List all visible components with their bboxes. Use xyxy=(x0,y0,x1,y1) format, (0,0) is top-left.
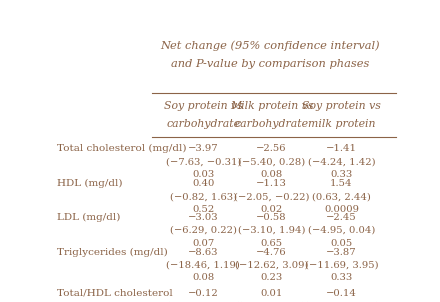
Text: −0.58: −0.58 xyxy=(256,213,287,222)
Text: 0.65: 0.65 xyxy=(260,239,282,248)
Text: 0.07: 0.07 xyxy=(192,239,214,248)
Text: (−12.62, 3.09): (−12.62, 3.09) xyxy=(235,261,308,270)
Text: −2.56: −2.56 xyxy=(256,144,287,153)
Text: milk protein: milk protein xyxy=(308,119,375,129)
Text: −3.03: −3.03 xyxy=(188,213,219,222)
Text: 1.54: 1.54 xyxy=(330,179,353,188)
Text: −0.12: −0.12 xyxy=(188,288,219,297)
Text: (−11.69, 3.95): (−11.69, 3.95) xyxy=(304,261,378,270)
Text: 0.23: 0.23 xyxy=(260,273,282,282)
Text: (−18.46, 1.19): (−18.46, 1.19) xyxy=(166,261,240,270)
Text: (−2.05, −0.22): (−2.05, −0.22) xyxy=(234,192,309,201)
Text: carbohydrate: carbohydrate xyxy=(166,119,240,129)
Text: (0.63, 2.44): (0.63, 2.44) xyxy=(312,192,371,201)
Text: (−0.07, 0.10): (−0.07, 0.10) xyxy=(238,301,305,302)
Text: −3.97: −3.97 xyxy=(188,144,219,153)
Text: −8.63: −8.63 xyxy=(188,248,219,257)
Text: Net change (95% confidence interval): Net change (95% confidence interval) xyxy=(160,41,380,51)
Text: 0.52: 0.52 xyxy=(192,205,214,214)
Text: 0.01: 0.01 xyxy=(260,288,283,297)
Text: −3.87: −3.87 xyxy=(326,248,357,257)
Text: (−0.82, 1.63): (−0.82, 1.63) xyxy=(170,192,237,201)
Text: (−5.40, 0.28): (−5.40, 0.28) xyxy=(238,157,305,166)
Text: (−0.22, −0.05): (−0.22, −0.05) xyxy=(304,301,379,302)
Text: −2.45: −2.45 xyxy=(326,213,357,222)
Text: Triglycerides (mg/dl): Triglycerides (mg/dl) xyxy=(57,248,168,257)
Text: (−7.63, −0.31): (−7.63, −0.31) xyxy=(165,157,241,166)
Text: 0.02: 0.02 xyxy=(260,205,282,214)
Text: −1.13: −1.13 xyxy=(256,179,287,188)
Text: (−4.24, 1.42): (−4.24, 1.42) xyxy=(308,157,375,166)
Text: 0.40: 0.40 xyxy=(192,179,215,188)
Text: 0.05: 0.05 xyxy=(330,239,352,248)
Text: −4.76: −4.76 xyxy=(256,248,287,257)
Text: 0.33: 0.33 xyxy=(330,170,352,179)
Text: HDL (mg/dl): HDL (mg/dl) xyxy=(57,179,122,188)
Text: (−4.95, 0.04): (−4.95, 0.04) xyxy=(308,226,375,235)
Text: 0.08: 0.08 xyxy=(260,170,282,179)
Text: 0.08: 0.08 xyxy=(192,273,214,282)
Text: Soy protein vs: Soy protein vs xyxy=(302,101,381,111)
Text: Milk protein vs: Milk protein vs xyxy=(230,101,313,111)
Text: 0.03: 0.03 xyxy=(192,170,214,179)
Text: (−3.10, 1.94): (−3.10, 1.94) xyxy=(238,226,305,235)
Text: 0.33: 0.33 xyxy=(330,273,352,282)
Text: LDL (mg/dl): LDL (mg/dl) xyxy=(57,213,120,222)
Text: Soy protein vs: Soy protein vs xyxy=(164,101,243,111)
Text: Total/HDL cholesterol: Total/HDL cholesterol xyxy=(57,288,172,297)
Text: −1.41: −1.41 xyxy=(326,144,357,153)
Text: −0.14: −0.14 xyxy=(326,288,357,297)
Text: Total cholesterol (mg/dl): Total cholesterol (mg/dl) xyxy=(57,144,186,153)
Text: carbohydrate: carbohydrate xyxy=(235,119,308,129)
Text: (−0.23, −0.01): (−0.23, −0.01) xyxy=(165,301,241,302)
Text: (−6.29, 0.22): (−6.29, 0.22) xyxy=(170,226,237,235)
Text: and P-value by comparison phases: and P-value by comparison phases xyxy=(171,59,369,69)
Text: 0.0009: 0.0009 xyxy=(324,205,359,214)
